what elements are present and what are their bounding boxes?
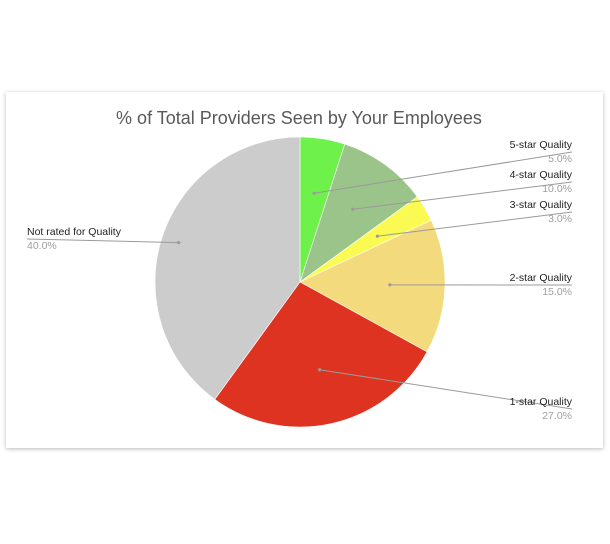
leader-line-1-star-quality xyxy=(319,369,573,410)
slice-label-4-star-quality: 4-star Quality xyxy=(510,169,573,181)
slice-label-1-star-quality: 1-star Quality xyxy=(510,396,573,408)
pie-slices xyxy=(154,136,446,428)
chart-title: % of Total Providers Seen by Your Employ… xyxy=(116,108,482,128)
pie-slice-not-rated-for-quality xyxy=(154,136,301,400)
slice-value-4-star-quality: 10.0% xyxy=(542,183,572,195)
slice-label-5-star-quality: 5-star Quality xyxy=(510,139,573,151)
slice-label-2-star-quality: 2-star Quality xyxy=(510,272,573,284)
slice-value-2-star-quality: 15.0% xyxy=(542,286,572,298)
slice-value-3-star-quality: 3.0% xyxy=(548,213,572,225)
leader-line-not-rated-for-quality xyxy=(26,238,179,244)
slice-label-not-rated-for-quality: Not rated for Quality xyxy=(27,226,122,238)
leader-line-3-star-quality xyxy=(377,211,573,237)
chart-card: % of Total Providers Seen by Your Employ… xyxy=(6,92,603,448)
slice-labels: 5-star Quality 5.0% 4-star Quality 10.0% 3-s… xyxy=(26,139,573,422)
pie-chart: % of Total Providers Seen by Your Employ… xyxy=(26,108,573,428)
leader-line-4-star-quality xyxy=(352,181,573,210)
leader-line-5-star-quality xyxy=(313,151,573,194)
pie-slice-1-star-quality xyxy=(214,281,428,428)
slice-label-3-star-quality: 3-star Quality xyxy=(510,199,573,211)
pie-slice-4-star-quality xyxy=(299,143,418,283)
slice-value-1-star-quality: 27.0% xyxy=(542,410,572,422)
slice-value-5-star-quality: 5.0% xyxy=(548,153,572,165)
slice-value-not-rated-for-quality: 40.0% xyxy=(27,240,57,252)
leader-dot-4-star-quality xyxy=(351,207,355,211)
